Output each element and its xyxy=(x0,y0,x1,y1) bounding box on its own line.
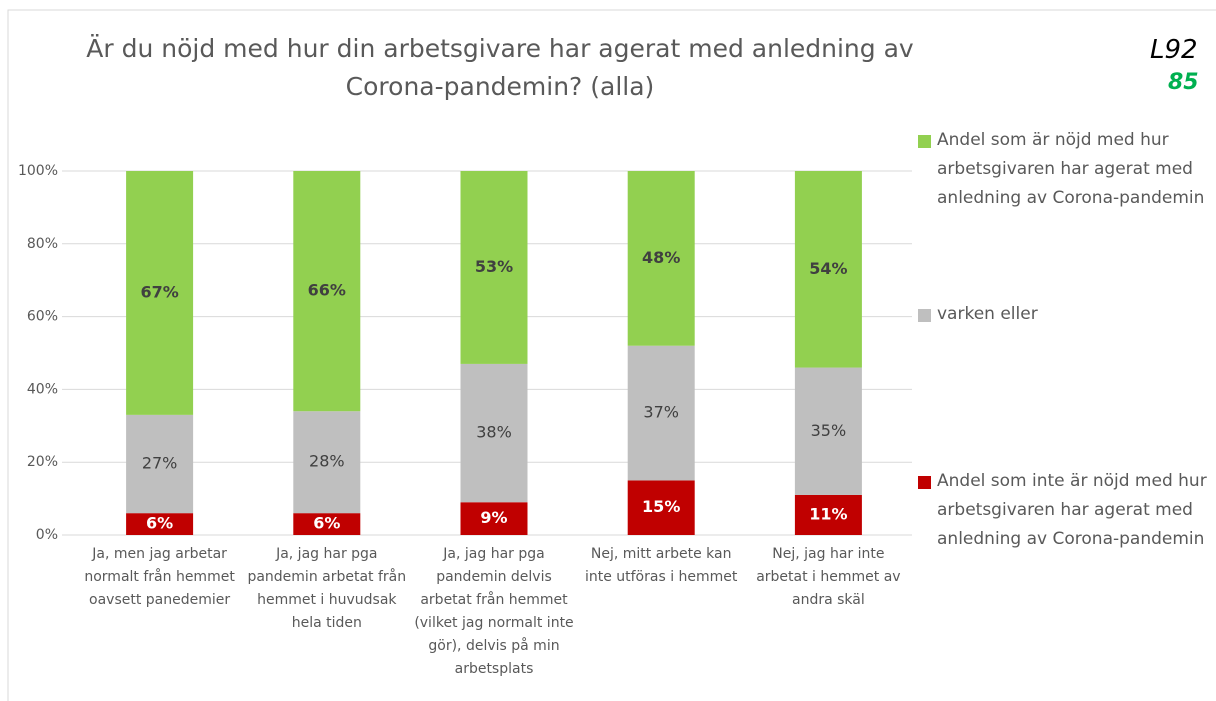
bar-segment xyxy=(627,480,695,535)
bar-segment xyxy=(460,171,528,364)
data-label: 67% xyxy=(140,282,178,301)
bar-segment xyxy=(126,171,194,415)
bar-segment xyxy=(293,171,361,412)
x-tick-label: Ja, men jag arbetar normalt från hemmet … xyxy=(84,546,235,608)
data-label: 48% xyxy=(642,248,680,267)
y-tick-label: 20% xyxy=(27,454,58,470)
bar-segment xyxy=(627,345,695,481)
data-label: 27% xyxy=(142,454,178,473)
data-label: 35% xyxy=(811,421,847,440)
chart-title: Är du nöjd med hur din arbetsgivare har … xyxy=(86,34,914,101)
y-tick-label: 40% xyxy=(27,381,58,397)
data-label: 9% xyxy=(480,508,507,527)
legend-swatch xyxy=(918,309,931,322)
x-tick-label: Ja, jag har pga pandemin arbetat från he… xyxy=(247,546,407,631)
legend-swatch xyxy=(918,135,931,148)
data-label: 11% xyxy=(809,504,847,523)
bar-segment xyxy=(460,502,528,535)
y-tick-label: 60% xyxy=(27,309,58,325)
legend-swatch xyxy=(918,476,931,489)
legend-label: varken eller xyxy=(937,304,1038,324)
data-label: 66% xyxy=(308,281,346,300)
bar-segment xyxy=(293,411,361,514)
data-label: 15% xyxy=(642,497,680,516)
x-tick-label: Ja, jag har pga pandemin delvis arbetat … xyxy=(414,546,574,677)
x-tick-label: Nej, mitt arbete kan inte utföras i hemm… xyxy=(584,546,738,585)
annotation: 85 xyxy=(1168,70,1199,95)
bar-segment xyxy=(794,171,862,368)
y-tick-label: 0% xyxy=(36,527,58,543)
data-label: 38% xyxy=(476,423,512,442)
data-label: 28% xyxy=(309,452,345,471)
data-label: 53% xyxy=(475,257,513,276)
x-tick-label: Nej, jag har inte arbetat i hemmet av an… xyxy=(756,546,901,608)
annotation: L92 xyxy=(1150,35,1198,65)
y-tick-label: 100% xyxy=(18,163,58,179)
bar-segment xyxy=(627,171,695,346)
bar-segment xyxy=(460,363,528,503)
legend-label: Andel som inte är nöjd med hur arbetsgiv… xyxy=(937,471,1207,549)
legend-label: Andel som är nöjd med hur arbetsgivaren … xyxy=(937,130,1205,208)
bar-segment xyxy=(126,414,194,514)
bar-segment xyxy=(126,513,194,535)
data-label: 6% xyxy=(146,514,173,533)
bar-segment xyxy=(794,367,862,495)
data-label: 37% xyxy=(643,403,679,422)
chart-border xyxy=(7,9,1216,701)
data-label: 54% xyxy=(809,259,847,278)
bar-segment xyxy=(794,494,862,535)
y-tick-label: 80% xyxy=(27,236,58,252)
bar-segment xyxy=(293,513,361,535)
data-label: 6% xyxy=(313,514,340,533)
